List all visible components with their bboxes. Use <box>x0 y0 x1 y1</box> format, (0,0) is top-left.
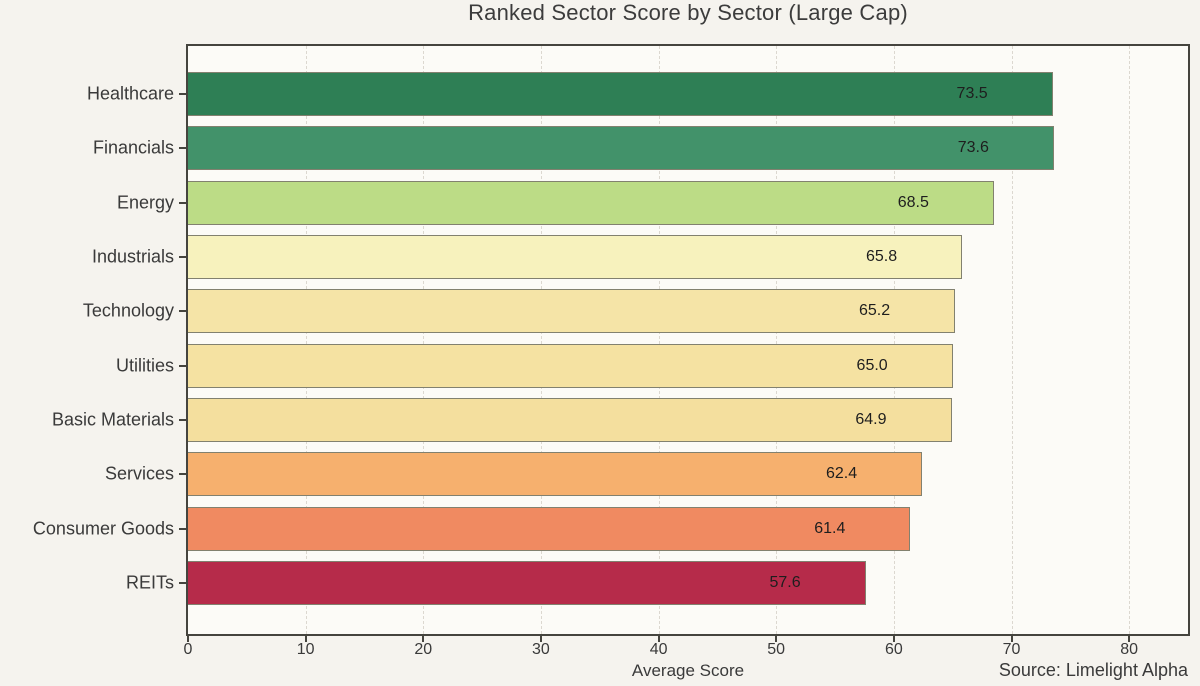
gridline-50 <box>776 46 778 634</box>
source-annotation: Source: Limelight Alpha <box>998 660 1188 680</box>
x-tick-label-50: 50 <box>767 641 786 658</box>
bar-industrials: 65.8 <box>188 235 963 280</box>
x-tick-label-60: 60 <box>884 641 903 658</box>
x-tick-mark-0 <box>187 636 189 642</box>
x-tick-mark-20 <box>422 636 425 642</box>
y-tick-label-consumer-goods: Consumer Goods <box>32 518 174 539</box>
x-tick-mark-10 <box>304 636 307 642</box>
bar-energy: 68.5 <box>188 180 994 225</box>
bar-consumer-goods: 61.4 <box>188 506 911 551</box>
gridline-10 <box>305 46 307 634</box>
gridline-70 <box>1011 46 1013 634</box>
y-tick-mark-energy <box>179 201 186 204</box>
chart-title: Ranked Sector Score by Sector (Large Cap… <box>468 0 908 25</box>
bar-value-label-basic-materials: 64.9 <box>855 411 887 429</box>
x-axis-label: Average Score <box>631 661 745 680</box>
bar-healthcare: 73.5 <box>188 72 1053 116</box>
x-tick-mark-60 <box>892 636 895 642</box>
y-tick-mark-utilities <box>179 364 186 367</box>
bar-value-label-reits: 57.6 <box>769 574 801 592</box>
x-tick-label-20: 20 <box>414 641 433 658</box>
y-tick-label-reits: REITs <box>125 572 174 593</box>
y-tick-label-technology: Technology <box>82 300 174 321</box>
bar-basic-materials: 64.9 <box>188 398 952 443</box>
y-tick-label-utilities: Utilities <box>115 355 174 376</box>
bar-value-label-industrials: 65.8 <box>865 248 898 266</box>
y-tick-mark-consumer-goods <box>179 527 186 530</box>
bar-technology: 65.2 <box>188 289 956 334</box>
y-tick-mark-healthcare <box>179 93 186 95</box>
bar-value-label-technology: 65.2 <box>858 302 891 320</box>
bar-value-label-utilities: 65.0 <box>856 356 888 374</box>
x-tick-label-70: 70 <box>1002 641 1021 658</box>
gridline-40 <box>658 46 660 634</box>
bar-financials: 73.6 <box>188 126 1054 171</box>
gridline-80 <box>1129 46 1131 634</box>
x-tick-label-40: 40 <box>649 641 668 658</box>
x-tick-mark-40 <box>657 636 660 642</box>
bar-value-label-consumer-goods: 61.4 <box>814 519 846 537</box>
x-tick-label-0: 0 <box>183 641 193 658</box>
x-tick-label-30: 30 <box>531 641 550 658</box>
bar-reits: 57.6 <box>188 561 866 606</box>
x-tick-label-10: 10 <box>296 641 315 658</box>
x-tick-mark-70 <box>1010 636 1013 642</box>
y-tick-mark-technology <box>179 310 186 313</box>
y-tick-mark-basic-materials <box>179 419 186 422</box>
y-tick-label-industrials: Industrials <box>91 246 174 267</box>
gridline-30 <box>540 46 542 634</box>
bar-value-label-healthcare: 73.5 <box>956 85 988 102</box>
gridline-60 <box>893 46 895 634</box>
plot-area: 73.5 73.6 68.5 65.8 65.2 65.0 64.9 62.4 61.4 57.6 <box>186 44 1190 636</box>
bar-value-label-services: 62.4 <box>825 465 858 483</box>
y-tick-mark-financials <box>179 147 186 150</box>
y-tick-label-basic-materials: Basic Materials <box>51 409 174 430</box>
y-tick-mark-reits <box>179 582 186 585</box>
y-tick-label-financials: Financials <box>92 137 174 158</box>
x-tick-mark-30 <box>539 636 542 642</box>
bar-services: 62.4 <box>188 452 923 497</box>
bar-value-label-financials: 73.6 <box>957 139 989 157</box>
y-tick-mark-services <box>179 473 186 476</box>
bar-value-label-energy: 68.5 <box>897 193 929 211</box>
x-tick-label-80: 80 <box>1120 641 1139 658</box>
y-tick-label-energy: Energy <box>116 192 174 213</box>
gridline-20 <box>423 46 425 634</box>
y-tick-label-healthcare: Healthcare <box>86 83 174 104</box>
bar-utilities: 65.0 <box>188 343 953 388</box>
x-tick-mark-50 <box>775 636 778 642</box>
y-tick-mark-industrials <box>179 256 186 259</box>
x-tick-mark-80 <box>1128 636 1131 642</box>
y-tick-label-services: Services <box>104 463 174 484</box>
